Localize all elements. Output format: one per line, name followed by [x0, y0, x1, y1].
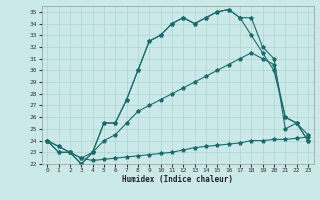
X-axis label: Humidex (Indice chaleur): Humidex (Indice chaleur) — [122, 175, 233, 184]
